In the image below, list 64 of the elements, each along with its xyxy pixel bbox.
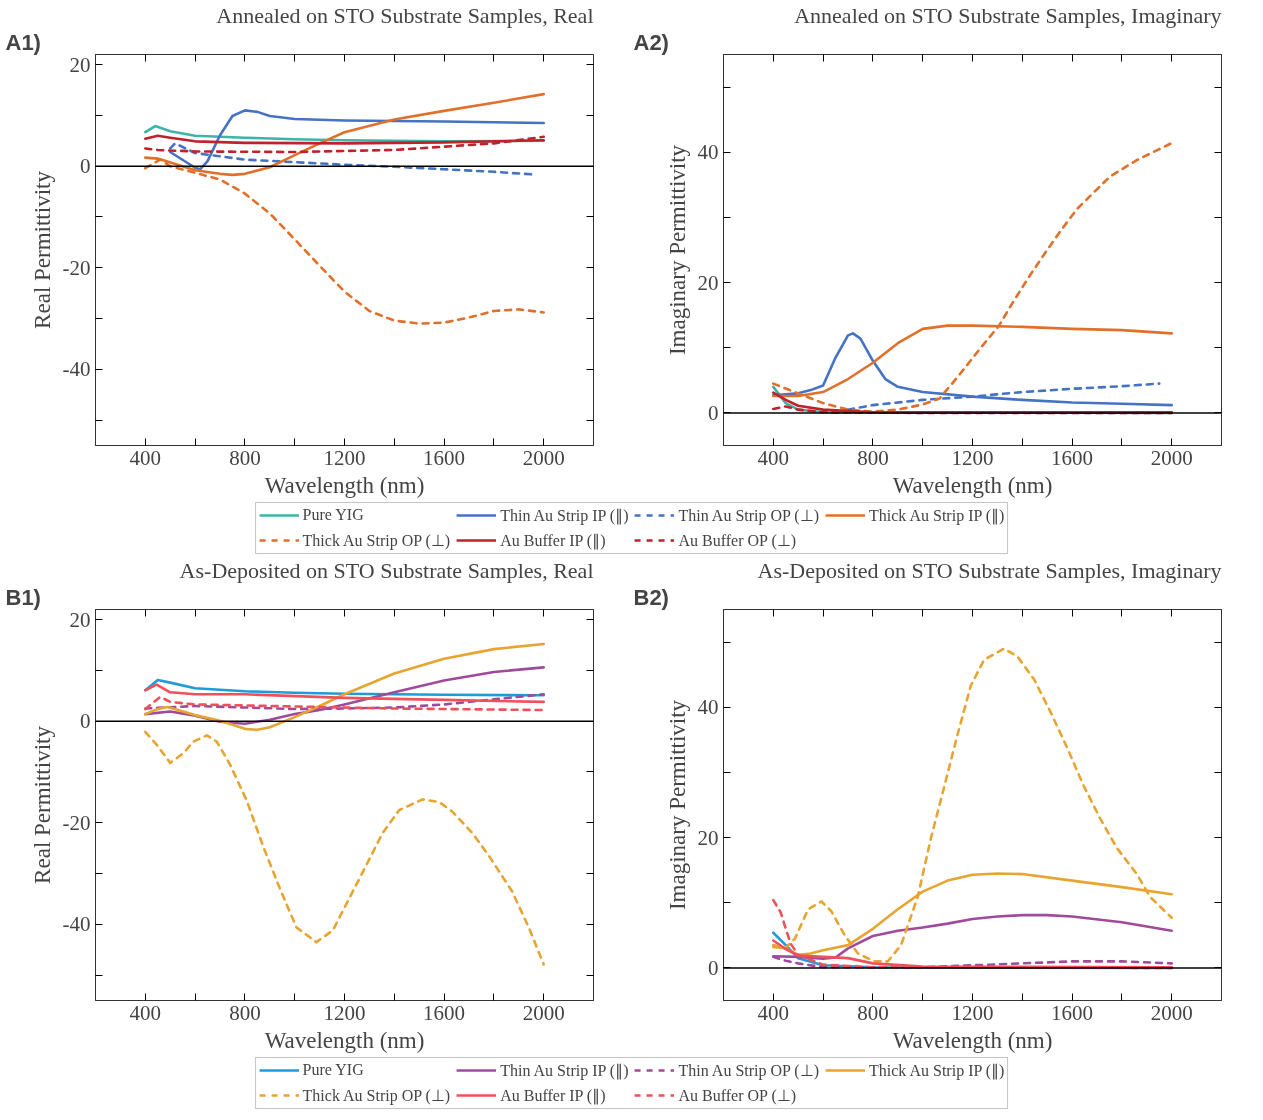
text: A1) — [5, 29, 41, 55]
legend-label: Thin Au Strip IP (∥) — [500, 1060, 629, 1080]
y-tick-label: 0 — [708, 955, 719, 980]
legend-label: Thick Au Strip OP (⊥) — [302, 1085, 451, 1105]
y-tick-label: 0 — [80, 154, 91, 179]
legend-label: Au Buffer IP (∥) — [500, 530, 606, 550]
y-tick-label: 20 — [69, 52, 91, 77]
y-tick-label: -20 — [62, 810, 91, 835]
x-axis-title: Wavelength (nm) — [264, 1027, 425, 1053]
chart-title: Annealed on STO Substrate Samples, Real — [216, 2, 594, 28]
x-tick-label: 400 — [129, 1000, 162, 1025]
x-tick-label: 1600 — [1051, 445, 1094, 470]
x-tick-label: 1200 — [951, 445, 994, 470]
legend-label: Au Buffer OP (⊥) — [678, 530, 797, 550]
text: B2) — [633, 584, 669, 610]
y-axis-title: Real Permittivity — [29, 725, 55, 884]
x-tick-label: 1600 — [1051, 1000, 1094, 1025]
x-axis-title: Wavelength (nm) — [892, 472, 1053, 498]
y-tick-label: 40 — [697, 140, 719, 165]
y-axis-title: Imaginary Permittivity — [664, 699, 690, 911]
chart-title: As-Deposited on STO Substrate Samples, Real — [179, 557, 594, 583]
legend-label: Pure YIG — [302, 506, 364, 524]
x-tick-label: 2000 — [1150, 445, 1193, 470]
y-tick-label: 40 — [697, 695, 719, 720]
x-tick-label: 800 — [229, 445, 261, 470]
x-tick-label: 1600 — [423, 1000, 466, 1025]
y-tick-label: 20 — [697, 825, 719, 850]
x-tick-label: 800 — [857, 1000, 889, 1025]
x-tick-label: 2000 — [522, 445, 565, 470]
chart-title: As-Deposited on STO Substrate Samples, Imaginary — [757, 557, 1222, 583]
legend-label: Thin Au Strip OP (⊥) — [678, 1060, 820, 1080]
legend-label: Thick Au Strip IP (∥) — [869, 505, 1005, 525]
legend-label: Au Buffer IP (∥) — [500, 1085, 606, 1105]
y-axis-title: Imaginary Permittivity — [664, 144, 690, 356]
x-axis-title: Wavelength (nm) — [264, 472, 425, 498]
chart-title: Annealed on STO Substrate Samples, Imaginary — [794, 2, 1222, 28]
x-tick-label: 2000 — [522, 1000, 565, 1025]
legend-label: Thin Au Strip IP (∥) — [500, 505, 629, 525]
x-tick-label: 800 — [229, 1000, 261, 1025]
x-tick-label: 1200 — [951, 1000, 994, 1025]
x-tick-label: 800 — [857, 445, 889, 470]
x-axis-title: Wavelength (nm) — [892, 1027, 1053, 1053]
text: A2) — [633, 29, 669, 55]
y-tick-label: -40 — [62, 357, 91, 382]
y-tick-label: -40 — [62, 912, 91, 937]
y-tick-label: -20 — [62, 255, 91, 280]
x-tick-label: 400 — [129, 445, 162, 470]
x-tick-label: 2000 — [1150, 1000, 1193, 1025]
y-tick-label: 0 — [80, 709, 91, 734]
text: B1) — [5, 584, 41, 610]
legend-label: Au Buffer OP (⊥) — [678, 1085, 797, 1105]
legend-label: Pure YIG — [302, 1061, 364, 1079]
y-tick-label: 20 — [69, 607, 91, 632]
legend-label: Thick Au Strip IP (∥) — [869, 1060, 1005, 1080]
x-tick-label: 1200 — [323, 445, 366, 470]
y-tick-label: 20 — [697, 270, 719, 295]
y-axis-title: Real Permittivity — [29, 170, 55, 329]
x-tick-label: 400 — [757, 1000, 790, 1025]
legend-label: Thin Au Strip OP (⊥) — [678, 505, 820, 525]
x-tick-label: 400 — [757, 445, 790, 470]
x-tick-label: 1600 — [423, 445, 466, 470]
x-tick-label: 1200 — [323, 1000, 366, 1025]
y-tick-label: 0 — [708, 400, 719, 425]
legend-label: Thick Au Strip OP (⊥) — [302, 530, 451, 550]
